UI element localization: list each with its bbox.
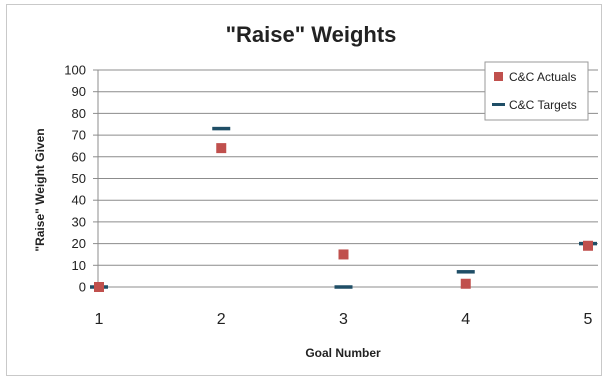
y-tick-label: 40 [72, 193, 86, 208]
y-tick-label: 100 [64, 63, 86, 78]
actual-marker [338, 249, 349, 260]
x-tick-label: 1 [95, 311, 104, 328]
x-tick-label: 4 [461, 311, 470, 328]
legend-targets-swatch [492, 103, 505, 106]
actual-marker [583, 240, 593, 251]
legend: C&C Actuals C&C Targets [484, 61, 589, 121]
y-tick-label: 30 [72, 214, 86, 229]
chart-title: "Raise" Weights [226, 22, 397, 47]
y-tick-label: 60 [72, 149, 86, 164]
x-tick-label: 2 [217, 311, 226, 328]
x-tick-labels: 1 2 3 4 5 [95, 311, 593, 328]
target-marker [334, 285, 353, 289]
actual-marker [216, 143, 227, 154]
y-tick-label: 80 [72, 106, 86, 121]
y-tick-label: 90 [72, 84, 86, 99]
y-tick-label: 0 [79, 280, 86, 295]
legend-targets-label: C&C Targets [509, 98, 577, 112]
x-tick-label: 3 [339, 311, 348, 328]
legend-box [484, 61, 589, 121]
legend-actuals-swatch [494, 72, 503, 81]
target-marker [212, 126, 231, 131]
x-axis-label: Goal Number [305, 346, 381, 360]
y-tick-label: 10 [72, 258, 86, 273]
y-tick-label: 70 [72, 128, 86, 143]
x-tick-label: 5 [584, 311, 593, 328]
target-marker [456, 270, 475, 274]
y-tick-label: 50 [72, 171, 86, 186]
y-axis-label: "Raise" Weight Given [33, 128, 47, 251]
y-tick-labels: 0 10 20 30 40 50 60 70 80 90 100 [64, 63, 86, 295]
actual-marker [460, 278, 471, 289]
legend-actuals-label: C&C Actuals [509, 70, 576, 84]
actual-marker [94, 282, 104, 292]
data-marks [90, 126, 597, 292]
y-tick-label: 20 [72, 236, 86, 251]
